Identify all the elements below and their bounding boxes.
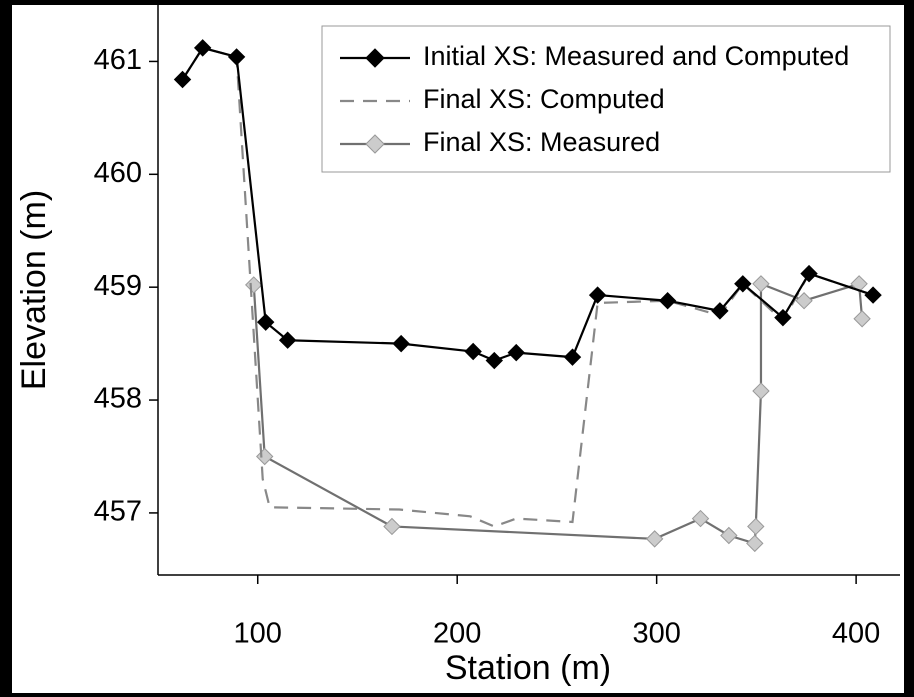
x-tick-label: 100 xyxy=(234,618,282,650)
data-point xyxy=(563,348,582,366)
data-point xyxy=(734,275,752,293)
y-tick-label: 459 xyxy=(94,270,142,302)
data-point xyxy=(245,276,263,294)
data-point xyxy=(691,509,710,528)
data-point xyxy=(227,48,246,66)
y-tick-label: 461 xyxy=(94,44,142,76)
data-point xyxy=(800,264,818,283)
legend-marker xyxy=(365,134,385,154)
legend-box xyxy=(321,25,891,173)
data-point xyxy=(485,351,504,370)
data-point xyxy=(383,517,401,536)
data-point xyxy=(853,310,871,328)
data-point xyxy=(850,275,868,293)
y-tick-label: 458 xyxy=(94,383,142,415)
data-point xyxy=(711,302,729,320)
data-point xyxy=(256,447,274,466)
data-point xyxy=(746,534,764,553)
x-tick-label: 300 xyxy=(632,618,680,650)
data-point xyxy=(774,308,792,327)
data-point xyxy=(588,286,607,304)
legend-label: Initial XS: Measured and Computed xyxy=(423,41,849,71)
x-tick-label: 400 xyxy=(832,618,880,650)
legend-label: Final XS: Computed xyxy=(423,84,665,114)
data-point xyxy=(747,517,765,536)
x-axis-title: Station (m) xyxy=(445,649,611,687)
legend-marker xyxy=(365,48,385,68)
legend-label: Final XS: Measured xyxy=(423,127,660,157)
data-point xyxy=(795,292,813,310)
data-point xyxy=(173,70,192,89)
data-point xyxy=(193,39,212,57)
data-point xyxy=(257,313,275,331)
data-point xyxy=(864,286,882,304)
data-point xyxy=(658,292,677,310)
data-point xyxy=(720,526,738,545)
data-point xyxy=(392,334,410,353)
x-tick-label: 200 xyxy=(433,618,481,650)
series-line xyxy=(181,46,874,528)
data-point xyxy=(752,382,770,400)
data-point xyxy=(645,530,664,548)
data-point xyxy=(752,275,770,293)
y-axis-title: Elevation (m) xyxy=(15,190,53,390)
y-tick-label: 460 xyxy=(94,157,142,189)
y-tick-label: 457 xyxy=(94,496,142,528)
data-point xyxy=(507,343,525,362)
data-point xyxy=(278,331,297,349)
data-point xyxy=(464,342,482,361)
